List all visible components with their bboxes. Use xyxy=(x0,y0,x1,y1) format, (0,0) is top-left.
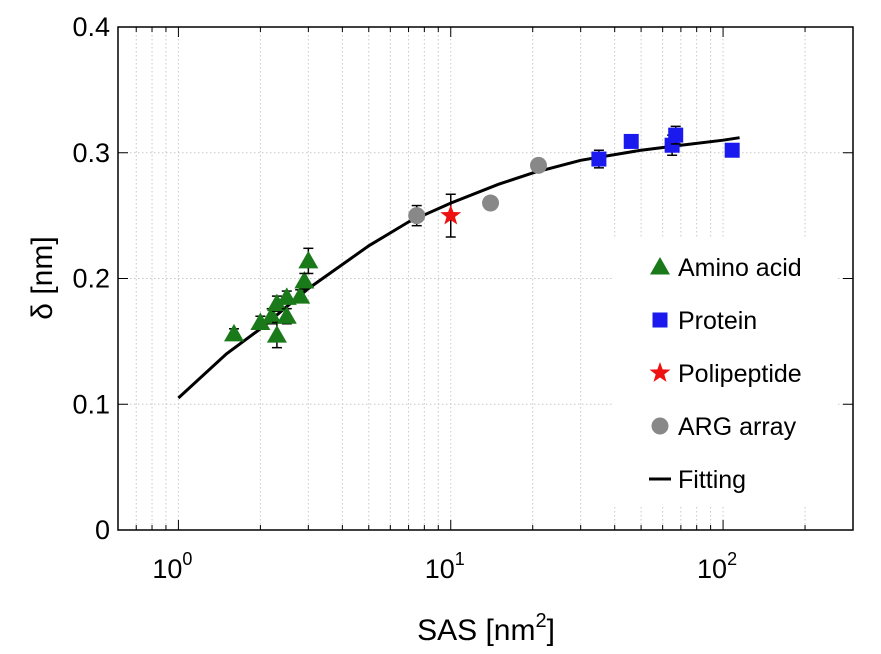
arg-array-marker xyxy=(408,207,426,225)
x-tick-label: 102 xyxy=(697,549,737,584)
y-tick-label: 0.4 xyxy=(72,12,110,42)
arg-array-marker xyxy=(529,156,547,174)
protein-marker xyxy=(623,133,639,149)
amino-acid-marker xyxy=(266,293,287,312)
legend-swatch-protein xyxy=(652,312,668,328)
amino-acid-marker xyxy=(266,325,287,343)
amino-acid-marker xyxy=(294,271,315,289)
legend-label-arg-array: ARG array xyxy=(678,413,797,441)
legend-label-amino-acid: Amino acid xyxy=(678,254,802,282)
protein-marker xyxy=(724,142,740,158)
legend-label-fitting: Fitting xyxy=(678,466,746,494)
polipeptide-marker xyxy=(440,204,462,225)
amino-acid-marker xyxy=(250,312,271,331)
amino-acid-marker xyxy=(290,286,311,304)
y-tick-label: 0.3 xyxy=(72,138,110,168)
amino-acid-marker xyxy=(298,250,319,269)
legend-label-protein: Protein xyxy=(678,307,757,335)
protein-marker xyxy=(668,127,684,143)
amino-acid-marker xyxy=(224,323,245,342)
x-tick-label: 100 xyxy=(152,549,192,584)
legend-swatch-arg-array xyxy=(651,417,669,435)
y-axis-title: δ [nm] xyxy=(26,236,59,319)
axis-ticks: 0 0.1 0.2 0.3 0.4 100 101 102 xyxy=(72,12,854,584)
amino-acid-marker xyxy=(276,287,297,305)
x-axis-title: SAS [nm2] xyxy=(417,610,555,647)
legend-swatch-polipeptide xyxy=(649,362,671,382)
legend-box xyxy=(614,237,836,505)
legend-swatch-amino-acid xyxy=(650,257,670,275)
protein-marker xyxy=(591,151,607,167)
y-tick-label: 0.1 xyxy=(72,389,110,419)
legend-label-polipeptide: Polipeptide xyxy=(678,360,802,388)
amino-acid-marker xyxy=(276,306,297,324)
arg-array-marker xyxy=(482,194,500,212)
amino-acid-marker xyxy=(261,306,282,324)
legend: Amino acid Protein Polipeptide ARG array Fit… xyxy=(649,254,802,494)
data-markers xyxy=(224,125,740,349)
x-tick-label: 101 xyxy=(425,549,465,584)
y-tick-label: 0 xyxy=(95,515,110,545)
y-tick-label: 0.2 xyxy=(72,264,110,294)
